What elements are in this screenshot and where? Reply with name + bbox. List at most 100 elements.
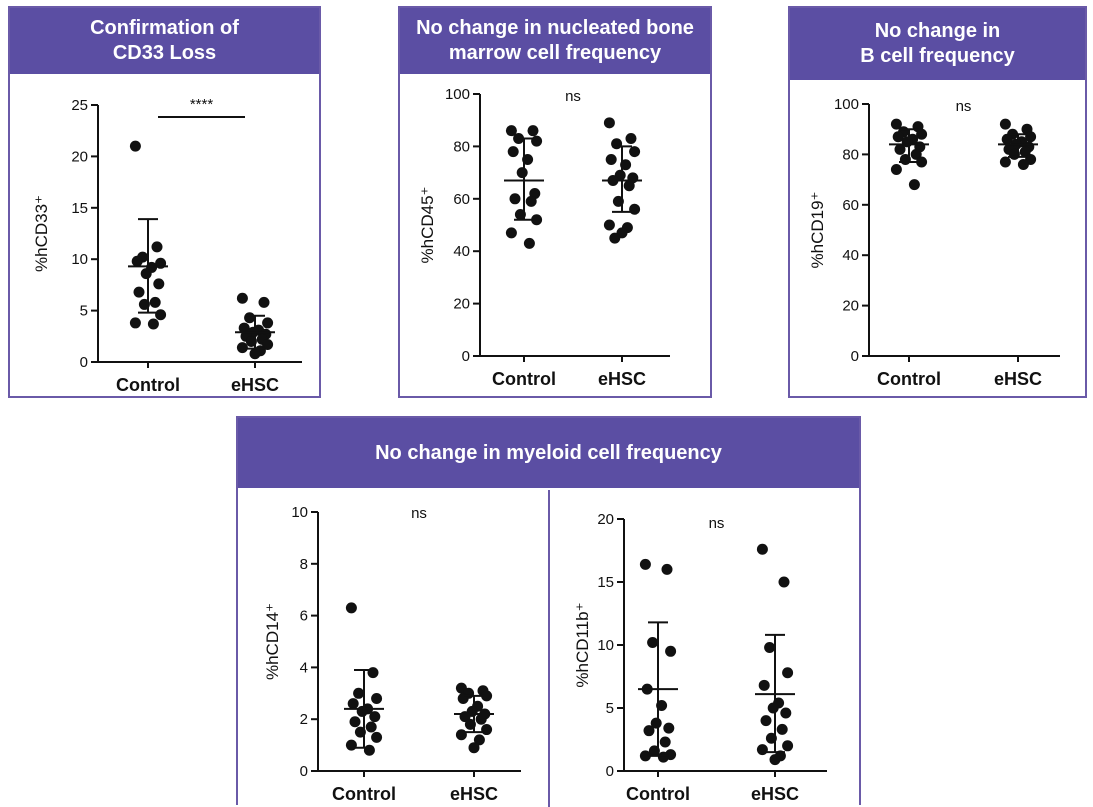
y-tick-label: 60 [842, 197, 859, 214]
data-point [525, 195, 537, 207]
data-point [140, 268, 152, 280]
data-point [151, 241, 163, 253]
panel-title-line: No change in myeloid cell frequency [375, 441, 722, 464]
data-point [890, 164, 902, 176]
panel-divider [548, 490, 550, 807]
data-point [155, 309, 167, 321]
data-point [473, 734, 485, 746]
data-point [236, 292, 248, 304]
data-point [623, 180, 635, 192]
cd11b-scatter-plot: 0 5 10 15 20 %hCD11b⁺ Control eHSC ns [573, 511, 827, 804]
y-tick-label: 0 [80, 354, 88, 371]
cd19-scatter-plot: 0 20 40 60 80 100 %hCD19⁺ Control eHSC ns [808, 96, 1060, 389]
data-point [457, 692, 469, 704]
data-point [629, 203, 641, 215]
data-point [347, 698, 359, 710]
data-point [371, 731, 383, 743]
y-tick-label: 15 [71, 200, 88, 217]
data-point [527, 125, 539, 137]
significance-label: **** [190, 96, 214, 113]
x-category-label: Control [116, 375, 180, 395]
data-point [236, 342, 248, 354]
data-point [611, 138, 623, 150]
data-point [353, 687, 365, 699]
data-point [892, 131, 904, 143]
data-point [509, 193, 521, 205]
data-point [629, 146, 641, 158]
data-point [916, 128, 928, 140]
data-point [523, 237, 535, 249]
panel-cd45-header: No change in nucleated bone marrow cell … [400, 8, 710, 74]
x-category-label: Control [877, 369, 941, 389]
data-point [603, 117, 615, 129]
x-category-label: eHSC [598, 369, 646, 389]
y-tick-label: 6 [300, 608, 308, 625]
data-point [258, 296, 270, 308]
y-tick-label: 0 [851, 348, 859, 365]
x-category-label: eHSC [450, 784, 498, 804]
y-axis-label: %hCD45⁺ [418, 186, 437, 263]
data-point [153, 278, 165, 290]
data-point [481, 724, 493, 736]
x-category-label: eHSC [231, 375, 279, 395]
data-point [603, 219, 615, 231]
y-tick-label: 20 [842, 298, 859, 315]
y-tick-label: 80 [842, 146, 859, 163]
x-category-label: Control [626, 784, 690, 804]
data-point [345, 739, 357, 751]
y-tick-label: 0 [606, 763, 614, 780]
y-tick-label: 5 [606, 700, 614, 717]
data-point [365, 721, 377, 733]
data-point [643, 725, 655, 737]
data-point [764, 642, 776, 654]
data-point [505, 227, 517, 239]
data-point [780, 707, 792, 719]
data-point [916, 156, 928, 168]
y-tick-label: 10 [291, 504, 308, 521]
data-point [345, 602, 357, 614]
y-axis-label: %hCD14⁺ [263, 603, 282, 680]
panel-cd19: No change in B cell frequency 0 20 40 60 80 1… [788, 6, 1087, 398]
data-point [663, 722, 675, 734]
data-point [999, 156, 1011, 168]
significance-label: ns [565, 88, 581, 105]
x-category-label: eHSC [994, 369, 1042, 389]
data-point [363, 744, 375, 756]
data-point [767, 702, 779, 714]
data-point [244, 312, 256, 324]
panel-title-line: CD33 Loss [112, 42, 217, 64]
data-point [639, 750, 651, 762]
data-point [371, 692, 383, 704]
cd33-scatter-plot: 0 5 10 15 20 25 %hCD33⁺ Control eHSC **** [32, 96, 302, 395]
data-point [356, 705, 368, 717]
data-point [262, 339, 274, 351]
data-point [133, 286, 145, 298]
data-point [131, 255, 143, 267]
data-point [149, 296, 161, 308]
data-point [129, 317, 141, 329]
data-point [661, 563, 673, 575]
x-category-label: eHSC [751, 784, 799, 804]
y-tick-label: 100 [445, 86, 470, 103]
y-tick-label: 20 [597, 511, 614, 528]
data-point [776, 723, 788, 735]
data-point [769, 754, 781, 766]
panel-cd33-header: Confirmation of CD33 Loss [10, 8, 319, 74]
data-point [507, 146, 519, 158]
y-tick-label: 20 [71, 148, 88, 165]
data-point [369, 711, 381, 723]
panel-title-line: No change in nucleated bone [416, 17, 694, 39]
panel-title-line: marrow cell frequency [448, 42, 662, 64]
data-point [129, 140, 141, 152]
y-tick-label: 10 [71, 251, 88, 268]
data-point [367, 667, 379, 679]
significance-label: ns [956, 98, 972, 115]
y-axis-label: %hCD11b⁺ [573, 602, 592, 687]
panel-cd33: Confirmation of CD33 Loss 0 5 10 15 20 25 %hCD… [8, 6, 321, 398]
data-point [1017, 158, 1029, 170]
data-point [609, 232, 621, 244]
panel-myeloid: No change in myeloid cell frequency 0 2 4 6… [236, 416, 861, 807]
data-point [238, 322, 250, 334]
y-tick-label: 10 [597, 637, 614, 654]
data-point [349, 716, 361, 728]
